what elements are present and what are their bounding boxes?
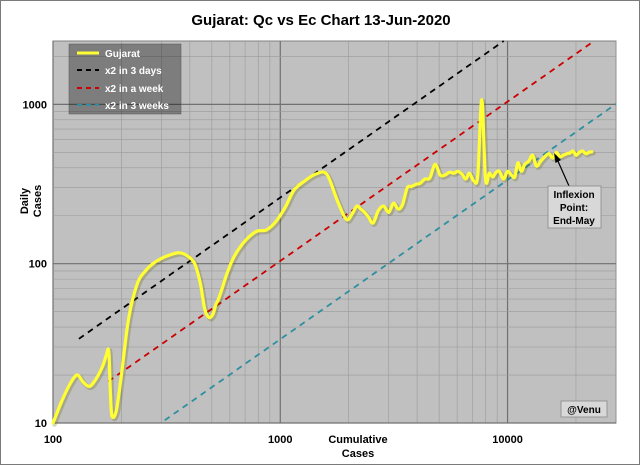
inflexion-line1: Inflexion (553, 190, 594, 201)
series-layer (51, 40, 617, 427)
chart-title: Gujarat: Qc vs Ec Chart 13-Jun-2020 (191, 12, 450, 29)
y-tick-label: 1000 (23, 99, 47, 111)
legend-label-gujarat: Gujarat (105, 49, 141, 60)
x-tick-label: 10000 (492, 434, 523, 446)
legend-box (68, 43, 182, 115)
y-axis-label: Daily Cases (19, 185, 44, 217)
legend-label-x2-3-weeks: x2 in 3 weeks (105, 101, 169, 112)
watermark-text: @Venu (567, 405, 601, 416)
y-axis-label-line2: Cases (32, 185, 44, 217)
watermark: @Venu (560, 400, 608, 418)
y-tick-label: 100 (29, 259, 47, 271)
inflexion-annotation: Inflexion Point: End-May (547, 153, 602, 229)
legend-label-x2-week: x2 in a week (105, 84, 164, 95)
x-tick-label: 100 (44, 434, 62, 446)
inflexion-line3: End-May (553, 216, 595, 227)
inflexion-arrow (556, 158, 570, 187)
series-line-x2-in-3-weeks (164, 103, 617, 422)
series-line-gujarat (51, 98, 594, 425)
x-tick-label: 1000 (268, 434, 292, 446)
tick-labels: 100 1000 10000 10 100 1000 (23, 99, 523, 446)
inflexion-arrowhead (554, 153, 561, 163)
x-axis-label-line1: Cumulative (328, 434, 387, 446)
x-axis-label-line2: Cases (342, 448, 374, 460)
inflexion-line2: Point: (560, 203, 588, 214)
inflexion-callout-box (547, 185, 602, 229)
legend: Gujarat x2 in 3 days x2 in a week x2 in … (68, 43, 182, 115)
y-axis-label-line1: Daily (19, 187, 31, 214)
watermark-box (560, 400, 608, 418)
y-tick-label: 10 (35, 418, 47, 430)
series-line-x2-in-3-days (78, 40, 505, 340)
legend-label-x2-3-days: x2 in 3 days (105, 66, 162, 77)
grid-lines (52, 41, 617, 424)
